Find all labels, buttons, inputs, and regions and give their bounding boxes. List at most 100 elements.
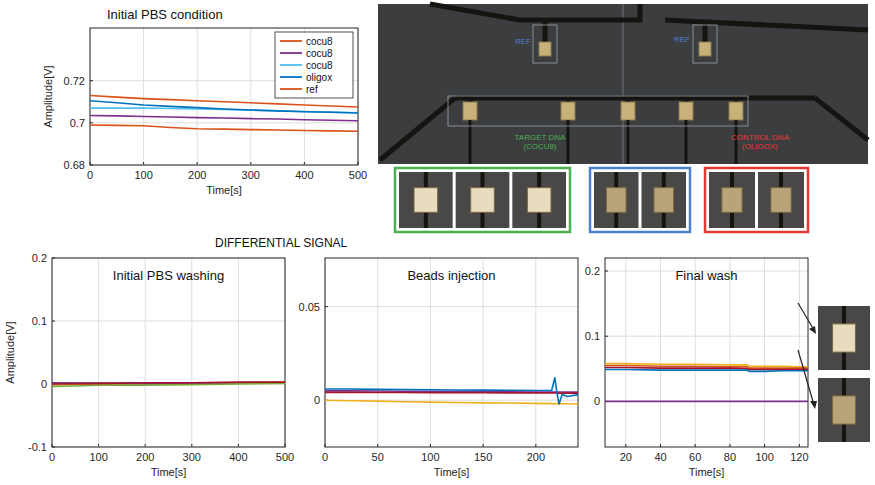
series-line	[90, 101, 358, 113]
tick-label: 400	[295, 169, 313, 181]
figure: 01002003004005000.680.70.72Initial PBS c…	[0, 0, 875, 485]
grid-line	[695, 258, 696, 447]
grid-line	[483, 258, 484, 447]
plot-frame	[90, 28, 358, 165]
grid-line	[625, 258, 626, 447]
chart: 0100200300400500-0.100.10.2Initial PBS w…	[4, 252, 294, 478]
plot-area	[52, 258, 285, 447]
label-line: TARGET DNA	[515, 133, 566, 142]
tick-label: 50	[372, 451, 384, 463]
series-group	[325, 378, 578, 404]
series-line	[605, 369, 808, 371]
trace	[735, 120, 738, 164]
group-frame	[590, 168, 690, 232]
grid-line	[764, 258, 765, 447]
chart-title: Beads injection	[407, 268, 495, 283]
tick-label: 0.72	[64, 75, 85, 87]
electrode	[561, 102, 575, 120]
electrode	[679, 102, 693, 120]
label-line: (COCU8)	[523, 142, 557, 151]
trace	[469, 120, 472, 164]
series-group	[90, 95, 358, 131]
label-line: (OLIGOX)	[742, 142, 778, 151]
axis-title: Time[s]	[206, 184, 242, 196]
group-frame	[395, 168, 570, 232]
axis-title: Time[s]	[434, 466, 470, 478]
device-photo: REFREFTARGET DNA(COCU8)CONTROL DNA(OLIGO…	[378, 4, 870, 442]
photo-bg	[378, 4, 868, 164]
electrode	[471, 188, 495, 213]
tick-label: 0.68	[64, 159, 85, 171]
trace	[627, 120, 630, 164]
electrode	[463, 102, 477, 120]
tick-label: 0.1	[585, 330, 600, 342]
trace	[430, 4, 640, 20]
series-line	[52, 382, 285, 384]
tick-label: 0.2	[32, 252, 47, 264]
tick-label: 120	[790, 451, 808, 463]
grid-line	[52, 321, 285, 322]
plot-area	[605, 258, 808, 447]
tick-label: 0	[49, 451, 55, 463]
grid-line	[660, 258, 661, 447]
tick-label: 400	[229, 451, 247, 463]
thumbnail	[456, 172, 510, 228]
trace	[703, 20, 708, 42]
arrow	[798, 350, 814, 405]
grid-line	[325, 306, 578, 307]
plot-frame	[605, 258, 808, 447]
section-heading: DIFFERENTIAL SIGNAL	[215, 236, 348, 250]
electrode	[729, 102, 743, 120]
series-group	[52, 382, 285, 386]
electrode	[414, 188, 438, 213]
label-line: CONTROL DNA	[731, 133, 790, 142]
tick-label: 0	[594, 395, 600, 407]
series-line	[325, 392, 578, 394]
photo-label: CONTROL DNA(OLIGOX)	[731, 133, 790, 151]
tick-label: 500	[349, 169, 367, 181]
tick-label: 40	[654, 451, 666, 463]
legend-label: oligox	[306, 72, 332, 83]
grid-line	[729, 258, 730, 447]
tick-label: 300	[183, 451, 201, 463]
grid-line	[605, 336, 808, 337]
thumbnail	[818, 306, 870, 370]
tick-label: 0.05	[299, 301, 320, 313]
tick-label: 300	[242, 169, 260, 181]
plot-area	[325, 258, 578, 447]
plot-frame	[52, 258, 285, 447]
series-line	[325, 378, 578, 404]
tick-label: 200	[136, 451, 154, 463]
tick-label: 500	[276, 451, 294, 463]
tick-label: 100	[89, 451, 107, 463]
thumbnail	[399, 172, 453, 228]
tick-label: 80	[724, 451, 736, 463]
legend-swatch	[280, 76, 302, 78]
chart-title: Final wash	[675, 268, 737, 283]
chart: 05010015020000.05Beads injectionTime[s]	[299, 258, 578, 478]
thumbnail	[642, 172, 687, 228]
tick-label: 200	[527, 451, 545, 463]
legend-label: cocu8	[306, 36, 333, 47]
chart-title: Initial PBS condition	[107, 7, 223, 22]
plot-frame	[325, 258, 578, 447]
arrowhead	[810, 401, 817, 409]
legend-box	[275, 32, 353, 98]
chart: 2040608010012000.10.2Final washTime[s]	[585, 258, 809, 478]
outline	[448, 96, 748, 126]
tick-label: -0.1	[28, 441, 47, 453]
arrow	[798, 303, 814, 330]
plot-area	[90, 28, 358, 165]
electrode	[527, 188, 551, 213]
legend-label: ref	[306, 84, 318, 95]
grid-line	[605, 401, 808, 402]
arrowhead	[809, 326, 816, 334]
electrode	[771, 188, 791, 213]
tick-label: 0	[41, 378, 47, 390]
grid-line	[191, 258, 192, 447]
grid-line	[197, 28, 198, 165]
legend: cocu8cocu8cocu8oligoxref	[275, 32, 353, 98]
group-frame	[705, 168, 808, 232]
legend-swatch	[280, 40, 302, 42]
trace	[815, 98, 868, 140]
